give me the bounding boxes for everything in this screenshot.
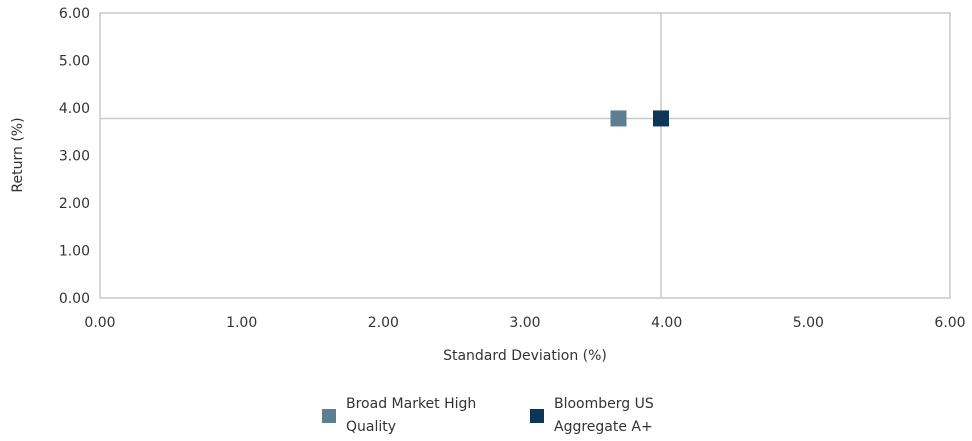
legend-label-broad-market: Broad Market High Quality: [346, 396, 477, 435]
legend-item-bloomberg-us-aggregate[interactable]: Bloomberg US Aggregate A+: [530, 393, 689, 439]
legend-item-broad-market-high-quality[interactable]: Broad Market High Quality: [322, 393, 516, 439]
plot-area-border: [99, 12, 951, 299]
y-tick-label: 0.00: [59, 291, 90, 307]
legend: Broad Market High Quality Bloomberg US A…: [322, 393, 689, 439]
y-tick-label: 4.00: [59, 101, 90, 117]
data-points: [610, 110, 669, 127]
scatter-chart: 0.00 1.00 2.00 3.00 4.00 5.00 6.00 0.00 1.00 2.0…: [10, 6, 966, 364]
legend-label-bloomberg: Bloomberg US Aggregate A+: [554, 396, 654, 435]
x-tick-label: 0.00: [84, 315, 115, 331]
x-tick-label: 5.00: [793, 315, 824, 331]
x-tick-label: 1.00: [226, 315, 257, 331]
y-tick-label: 2.00: [59, 196, 90, 212]
x-axis-ticks: 0.00 1.00 2.00 3.00 4.00 5.00 6.00: [84, 315, 965, 331]
y-axis-title: Return (%): [10, 117, 26, 192]
data-point-2[interactable]: [653, 110, 669, 127]
y-axis-ticks: 0.00 1.00 2.00 3.00 4.00 5.00 6.00: [59, 6, 90, 307]
x-axis-title: Standard Deviation (%): [443, 348, 607, 364]
data-point-1[interactable]: [610, 110, 627, 127]
legend-swatch-broad-market: [322, 409, 336, 423]
y-tick-label: 6.00: [59, 6, 90, 22]
x-tick-label: 3.00: [509, 315, 540, 331]
y-tick-label: 5.00: [59, 54, 90, 70]
y-tick-label: 3.00: [59, 149, 90, 165]
y-tick-label: 1.00: [59, 244, 90, 260]
legend-swatch-bloomberg: [530, 409, 544, 423]
x-tick-label: 6.00: [934, 315, 965, 331]
x-tick-label: 2.00: [368, 315, 399, 331]
x-tick-label: 4.00: [651, 315, 682, 331]
